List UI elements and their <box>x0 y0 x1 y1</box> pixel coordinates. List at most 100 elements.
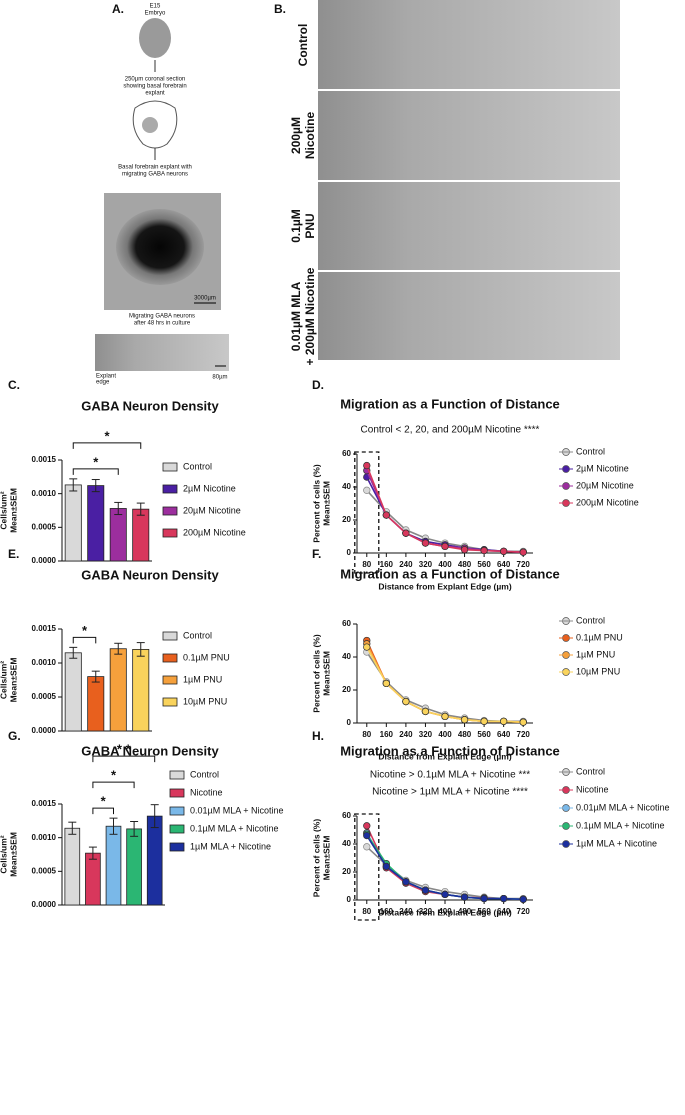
x-tick-label: 480 <box>458 560 472 569</box>
data-point <box>519 895 527 903</box>
y-axis-label: Percent of cells (%) <box>311 464 321 543</box>
bar <box>87 676 105 732</box>
significance-bracket <box>72 468 119 475</box>
significance-bracket <box>72 636 97 644</box>
legend-swatch <box>162 462 178 472</box>
series-line <box>366 465 524 553</box>
row-label: PNU <box>303 213 317 238</box>
bar <box>132 649 150 732</box>
panel-label: A. <box>112 2 124 16</box>
y-tick-label: 20 <box>342 515 351 524</box>
y-tick-label: 0.0005 <box>32 692 57 701</box>
bar <box>109 508 127 562</box>
legend-label: 20µM Nicotine <box>183 505 241 515</box>
caption: migrating GABA neurons <box>122 172 188 178</box>
legend-swatch <box>162 631 178 641</box>
data-point <box>363 831 371 840</box>
row-label: Control <box>296 24 310 67</box>
data-point <box>519 548 527 556</box>
data-point <box>441 542 449 551</box>
significance-bracket <box>92 755 156 763</box>
data-point <box>519 718 527 726</box>
significance-label: * <box>101 794 107 809</box>
significance-label: * <box>111 768 117 783</box>
data-point <box>480 717 488 725</box>
legend-label: Control <box>576 615 605 625</box>
bar <box>105 825 122 906</box>
x-tick-label: 80 <box>362 730 371 739</box>
micrograph <box>318 182 620 270</box>
x-tick-label: 480 <box>458 907 472 916</box>
row-label: 200µM <box>289 117 303 154</box>
legend-label: Control <box>183 630 212 640</box>
y-tick-label: 0.0005 <box>32 866 57 875</box>
legend-swatch <box>162 484 178 494</box>
data-point <box>363 822 371 830</box>
legend-label: 2µM Nicotine <box>576 463 629 473</box>
x-tick-label: 560 <box>477 560 491 569</box>
y-tick-label: 0.0010 <box>32 658 57 667</box>
y-axis-label: Cells/um² <box>0 661 8 699</box>
data-point <box>363 486 371 494</box>
data-point <box>421 539 430 547</box>
y-axis-label: Cells/um² <box>0 835 8 873</box>
legend-label: 10µM PNU <box>576 666 620 676</box>
y-tick-label: 20 <box>342 685 351 694</box>
y-tick-label: 0 <box>347 718 352 727</box>
significance-bracket <box>92 781 135 789</box>
x-tick-label: 640 <box>497 907 511 916</box>
explant-region <box>142 117 158 133</box>
x-tick-label: 400 <box>438 730 452 739</box>
significance-label: * <box>82 623 88 638</box>
caption: Explant <box>96 374 116 380</box>
row-label: 0.01µM MLA <box>289 281 303 351</box>
legend-label: 0.1µM MLA + Nicotine <box>576 820 664 830</box>
caption: explant <box>145 91 165 97</box>
legend-label: 1µM MLA + Nicotine <box>576 838 657 848</box>
subtitle: Control < 2, 20, and 200µM Nicotine **** <box>361 425 540 436</box>
y-tick-label: 60 <box>342 619 351 628</box>
panel-label: E. <box>8 547 19 561</box>
data-point <box>500 894 508 903</box>
data-point <box>402 697 410 706</box>
x-tick-label: 400 <box>438 907 452 916</box>
error-bar <box>109 817 118 835</box>
legend-swatch <box>162 653 178 663</box>
legend-swatch <box>169 806 185 816</box>
x-tick-label: 640 <box>497 730 511 739</box>
legend-label: 1µM PNU <box>576 649 615 659</box>
y-tick-label: 0 <box>347 548 352 557</box>
data-point <box>460 893 469 901</box>
data-point <box>421 886 430 894</box>
data-point <box>382 511 390 519</box>
explant-image <box>116 209 204 285</box>
y-axis-label: Percent of cells (%) <box>311 634 321 713</box>
error-bar <box>68 821 77 835</box>
significance-bracket <box>92 807 114 815</box>
legend-label: 0.1µM PNU <box>183 652 230 662</box>
caption: showing basal forebrain <box>123 84 186 90</box>
y-tick-label: 0.0015 <box>32 455 57 464</box>
chart-title: GABA Neuron Density <box>81 743 219 758</box>
subtitle: Nicotine > 0.1µM MLA + Nicotine *** <box>370 770 530 781</box>
legend-label: 200µM Nicotine <box>576 497 639 507</box>
micrograph <box>318 0 620 89</box>
data-point <box>460 546 469 554</box>
x-tick-label: 160 <box>380 907 394 916</box>
x-tick-label: 80 <box>362 907 371 916</box>
legend-swatch <box>169 824 185 834</box>
bar <box>85 852 101 906</box>
x-tick-label: 560 <box>477 730 491 739</box>
legend-label: 2µM Nicotine <box>183 483 236 493</box>
panel-label: H. <box>312 729 324 743</box>
y-axis-label: Mean±SEM <box>8 658 18 703</box>
bar <box>64 652 82 732</box>
legend-label: 1µM MLA + Nicotine <box>190 841 271 851</box>
caption: Migrating GABA neurons <box>129 314 195 320</box>
x-axis-label: Distance from Explant Edge (µm) <box>378 907 512 917</box>
panel-a <box>95 18 229 371</box>
legend-label: 0.1µM MLA + Nicotine <box>190 823 278 833</box>
error-bar <box>136 502 145 516</box>
x-tick-label: 80 <box>362 560 371 569</box>
data-point <box>441 890 449 899</box>
